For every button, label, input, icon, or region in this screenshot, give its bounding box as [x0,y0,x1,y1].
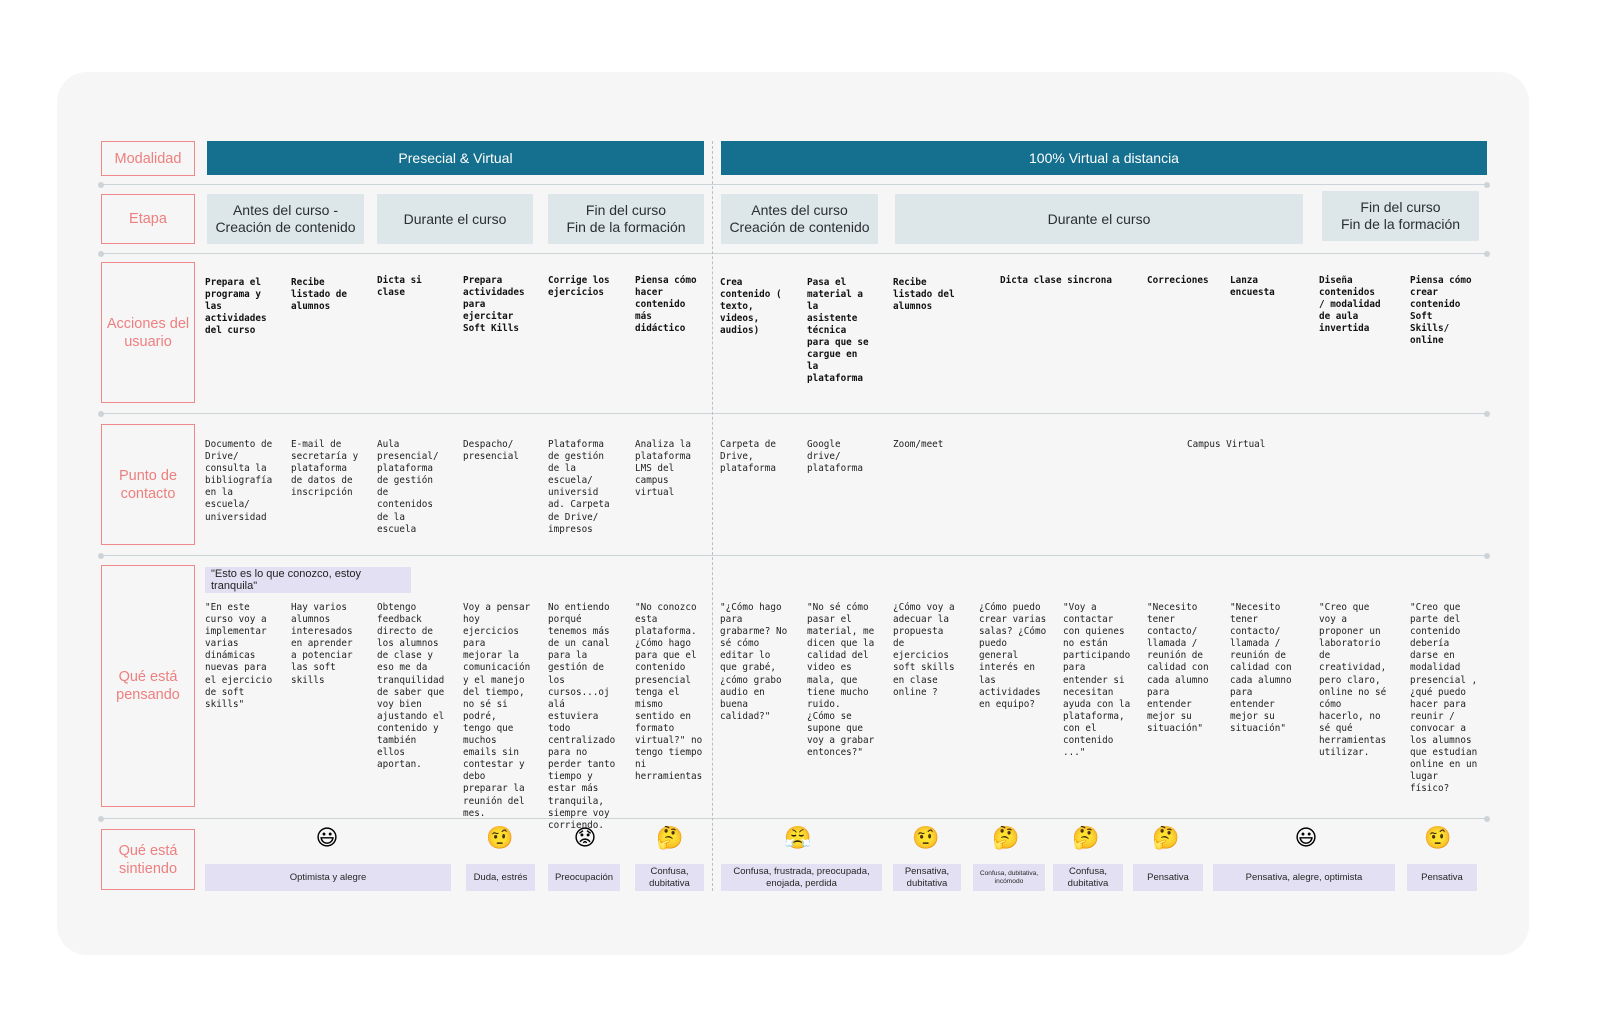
touchpoint-item: Analiza la plataforma LMS del campus vir… [635,439,691,499]
stage-durante-presencial: Durante el curso [377,194,533,244]
separator-line [101,818,1487,819]
separator-line [101,184,1487,185]
separator-dot [98,250,104,257]
modalidad-virtual-bar: 100% Virtual a distancia [721,141,1487,175]
thinking-face-icon: 🤔 [992,826,1020,851]
feeling-label: Pensativa, dubitativa [893,864,961,891]
touchpoint-item: Carpeta de Drive, plataforma [720,439,776,475]
separator-line [101,413,1487,414]
separator-dot [98,410,104,417]
action-item: Piensa cómo hacer contenido más didáctic… [635,275,697,334]
quote-tag: "Esto es lo que conozco, estoy tranquila… [205,567,411,593]
touchpoint-item: E-mail de secretaría y plataforma de dat… [291,439,359,499]
thought-item: Hay varios alumnos interesados en aprend… [291,602,353,686]
thought-item: "No conozco esta plataforma. ¿Cómo hago … [635,602,703,783]
stage-fin-presencial: Fin del curso Fin de la formación [548,194,704,244]
modalidad-presencial-bar: Presecial & Virtual [207,141,704,175]
action-item: Pasa el material a la asistente técnica … [807,277,869,384]
separator-dot [98,815,104,822]
action-item: Lanza encuesta [1230,275,1275,298]
action-item: Piensa cómo crear contenido Soft Skills/… [1410,275,1472,346]
thinking-face-icon: 🤔 [1072,826,1100,851]
thought-item: "Voy a contactar con quienes no están pa… [1063,602,1131,759]
separator-dot [1484,410,1490,417]
grinning-face-icon: 😃 [1294,826,1318,851]
row-label-punto-contacto: Punto de contacto [101,424,195,545]
grinning-face-icon: 😃 [315,826,339,851]
thought-item: "Necesito tener contacto/ llamada / reun… [1147,602,1209,734]
touchpoint-item: Despacho/ presencial [463,439,519,463]
thought-item: "Creo que parte del contenido debería da… [1410,602,1478,795]
row-label-sintiendo: Qué está sintiendo [101,829,195,890]
touchpoint-item: Zoom/meet [893,439,944,450]
worried-face-icon: 😟 [573,826,597,851]
feeling-label: Confusa, dubitativa [635,864,704,891]
thought-item: "¿Cómo hago para grabarme? No sé cómo ed… [720,602,788,722]
action-item: Prepara el programa y las actividades de… [205,277,267,336]
row-label-acciones: Acciones del usuario [101,262,195,403]
touchpoint-item: Plataforma de gestión de la escuela/ uni… [548,439,610,535]
feeling-label: Pensativa [1133,864,1203,891]
feeling-label: Confusa, dubitativa [1053,864,1123,891]
stage-antes-presencial: Antes del curso - Creación de contenido [207,194,364,244]
action-item: Recibe listado del alumnos [893,277,955,312]
separator-dot [98,552,104,559]
feeling-label: Optimista y alegre [205,864,451,891]
touchpoint-item: Google drive/ plataforma [807,439,863,475]
separator-line [101,253,1487,254]
thought-item: "Necesito tener contacto/ llamada / reun… [1230,602,1292,734]
action-item: Diseña contenidos / modalidad de aula in… [1319,275,1381,334]
modality-divider [712,141,713,891]
stage-fin-virtual: Fin del curso Fin de la formación [1322,191,1479,241]
raised-eyebrow-face-icon: 🤨 [486,826,514,851]
action-item: Prepara actividades para ejercitar Soft … [463,275,525,334]
row-label-modalidad: Modalidad [101,141,195,176]
row-label-etapa: Etapa [101,194,195,244]
thought-item: ¿Cómo voy a adecuar la propuesta de ejer… [893,602,955,698]
action-item: Recibe listado de alumnos [291,277,347,312]
separator-dot [1484,552,1490,559]
separator-dot [1484,250,1490,257]
separator-dot [1484,815,1490,822]
action-item: Corrige los ejercicios [548,275,610,298]
touchpoint-item: Campus Virtual [1187,439,1266,450]
separator-dot [98,181,104,188]
separator-line [101,555,1487,556]
thought-item: ¿Cómo puedo crear varias salas? ¿Cómo pu… [979,602,1047,710]
thinking-face-icon: 🤔 [1152,826,1180,851]
touchpoint-item: Documento de Drive/ consulta la bibliogr… [205,439,273,523]
feeling-label: Preocupación [548,864,620,891]
touchpoint-item: Aula presencial/ plataforma de gestión d… [377,439,439,535]
stage-antes-virtual: Antes del curso Creación de contenido [721,194,878,244]
thought-item: "En este curso voy a implementar varias … [205,602,273,710]
thinking-face-icon: 🤔 [656,826,684,851]
separator-dot [1484,181,1490,188]
thought-item: Voy a pensar hoy ejercicios para mejorar… [463,602,531,819]
row-label-pensando: Qué está pensando [101,565,195,807]
action-item: Dicta si clase [377,275,422,298]
feeling-label: Duda, estrés [466,864,535,891]
steaming-face-icon: 😤 [784,826,812,851]
feeling-label: Pensativa [1407,864,1477,891]
action-item: Dicta clase sincrona [1000,275,1112,286]
action-item: Crea contenido ( texto, videos, audios) [720,277,782,336]
feeling-label: Pensativa, alegre, optimista [1213,864,1395,891]
raised-eyebrow-face-icon: 🤨 [912,826,940,851]
action-item: Correciones [1147,275,1209,286]
thought-item: No entiendo porqué tenemos más de un can… [548,602,616,831]
thought-item: "No sé cómo pasar el material, me dicen … [807,602,875,759]
raised-eyebrow-face-icon: 🤨 [1424,826,1452,851]
feeling-label: Confusa, frustrada, preocupada, enojada,… [721,864,882,891]
stage-durante-virtual: Durante el curso [895,194,1303,244]
feeling-label: Confusa, dubitativa, incómodo [973,864,1045,891]
thought-item: "Creo que voy a proponer un laboratorio … [1319,602,1387,759]
thought-item: Obtengo feedback directo de los alumnos … [377,602,445,771]
